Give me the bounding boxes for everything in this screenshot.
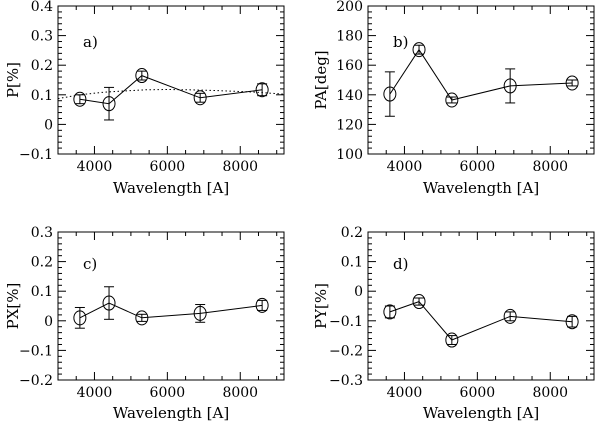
y-tick-label: 0.4 (31, 0, 53, 15)
y-tick-label: −0.3 (329, 373, 363, 389)
tick-marks (367, 5, 594, 155)
y-tick-label: 120 (336, 117, 363, 133)
x-tick-label: 4000 (387, 385, 423, 401)
panel-label: a) (83, 33, 98, 51)
data-point (445, 332, 459, 348)
data-point (565, 314, 579, 330)
data-series (57, 68, 285, 121)
y-tick-label: 140 (336, 88, 363, 104)
data-point (445, 92, 459, 108)
tick-labels: 4000 6000 8000 −0.2 −0.1 0 0.1 0.2 0.3 (19, 225, 258, 401)
tick-labels: 4000 6000 8000 100 120 140 160 180 200 (336, 0, 568, 175)
panel-px: 4000 6000 8000 −0.2 −0.1 0 0.1 0.2 0.3 c) Wavele… (4, 225, 285, 422)
data-point (383, 304, 397, 320)
y-tick-label: 0.3 (31, 29, 53, 45)
x-tick-label: 4000 (77, 385, 113, 401)
data-series (383, 294, 579, 348)
series-line (79, 75, 263, 105)
x-axis-label: Wavelength [A] (423, 179, 539, 197)
data-point (503, 78, 517, 94)
y-tick-label: 160 (336, 58, 363, 74)
panel-position-angle: 4000 6000 8000 100 120 140 160 180 200 b) Wavele… (312, 0, 595, 197)
y-tick-label: 0.1 (31, 88, 53, 104)
panel-py: 4000 6000 8000 −0.3 −0.2 −0.1 0 0.1 0.2 d) Wavel… (312, 225, 595, 422)
data-point (412, 294, 426, 310)
tick-marks (367, 231, 594, 381)
data-series (383, 42, 579, 117)
y-tick-label: 0.2 (31, 58, 53, 74)
data-point (73, 310, 87, 326)
y-tick-label: −0.1 (19, 343, 53, 359)
y-tick-label: −0.1 (329, 314, 363, 330)
y-tick-label: 0.2 (31, 255, 53, 271)
x-tick-label: 6000 (460, 159, 496, 175)
y-tick-label: −0.2 (329, 343, 363, 359)
series-line (389, 301, 573, 341)
y-tick-label: 200 (336, 0, 363, 15)
y-tick-label: 0 (44, 117, 53, 133)
data-point (412, 42, 426, 58)
y-tick-label: 0.2 (341, 225, 363, 241)
x-tick-label: 8000 (532, 159, 568, 175)
y-tick-label: 0.1 (341, 255, 363, 271)
data-point (255, 82, 269, 98)
y-tick-label: −0.1 (19, 147, 53, 163)
data-point (135, 310, 149, 326)
x-tick-label: 4000 (387, 159, 423, 175)
x-tick-label: 8000 (222, 159, 258, 175)
x-tick-label: 8000 (222, 385, 258, 401)
series-line (389, 48, 573, 101)
y-tick-label: 100 (336, 147, 363, 163)
x-axis-label: Wavelength [A] (113, 179, 229, 197)
data-point (503, 308, 517, 324)
tick-marks (57, 5, 284, 155)
y-axis-label: P[%] (4, 62, 22, 98)
series-line (79, 302, 263, 319)
data-series (73, 286, 269, 329)
data-point (193, 90, 207, 106)
plot-frame (57, 5, 285, 155)
plot-frame (367, 5, 595, 155)
tick-labels: 4000 6000 8000 −0.1 0 0.1 0.2 0.3 0.4 (19, 0, 258, 175)
x-axis-label: Wavelength [A] (423, 404, 539, 422)
y-tick-label: 0.1 (31, 284, 53, 300)
y-tick-label: −0.2 (19, 373, 53, 389)
plot-frame (367, 231, 595, 381)
x-tick-label: 6000 (460, 385, 496, 401)
data-point (135, 68, 149, 84)
data-point (193, 305, 207, 321)
data-point (102, 96, 116, 112)
panel-label: b) (393, 33, 408, 51)
x-tick-label: 8000 (532, 385, 568, 401)
data-point (565, 75, 579, 91)
panel-label: d) (393, 255, 408, 273)
y-axis-label: PA[deg] (312, 50, 330, 109)
y-tick-label: 0 (354, 284, 363, 300)
data-point (73, 91, 87, 107)
data-point (102, 295, 116, 311)
x-tick-label: 6000 (150, 385, 186, 401)
y-tick-label: 0.3 (31, 225, 53, 241)
plot-frame (57, 231, 285, 381)
x-tick-label: 6000 (150, 159, 186, 175)
y-tick-label: 0 (44, 314, 53, 330)
y-axis-label: PX[%] (4, 283, 22, 330)
tick-labels: 4000 6000 8000 −0.3 −0.2 −0.1 0 0.1 0.2 (329, 225, 568, 401)
panel-polarization: 4000 6000 8000 −0.1 0 0.1 0.2 0.3 0.4 a) Wavelen… (4, 0, 285, 197)
x-axis-label: Wavelength [A] (113, 404, 229, 422)
y-axis-label: PY[%] (312, 283, 330, 329)
data-point (255, 297, 269, 313)
data-point (383, 86, 397, 102)
panel-label: c) (83, 255, 97, 273)
x-tick-label: 4000 (77, 159, 113, 175)
tick-marks (57, 231, 284, 381)
y-tick-label: 180 (336, 29, 363, 45)
